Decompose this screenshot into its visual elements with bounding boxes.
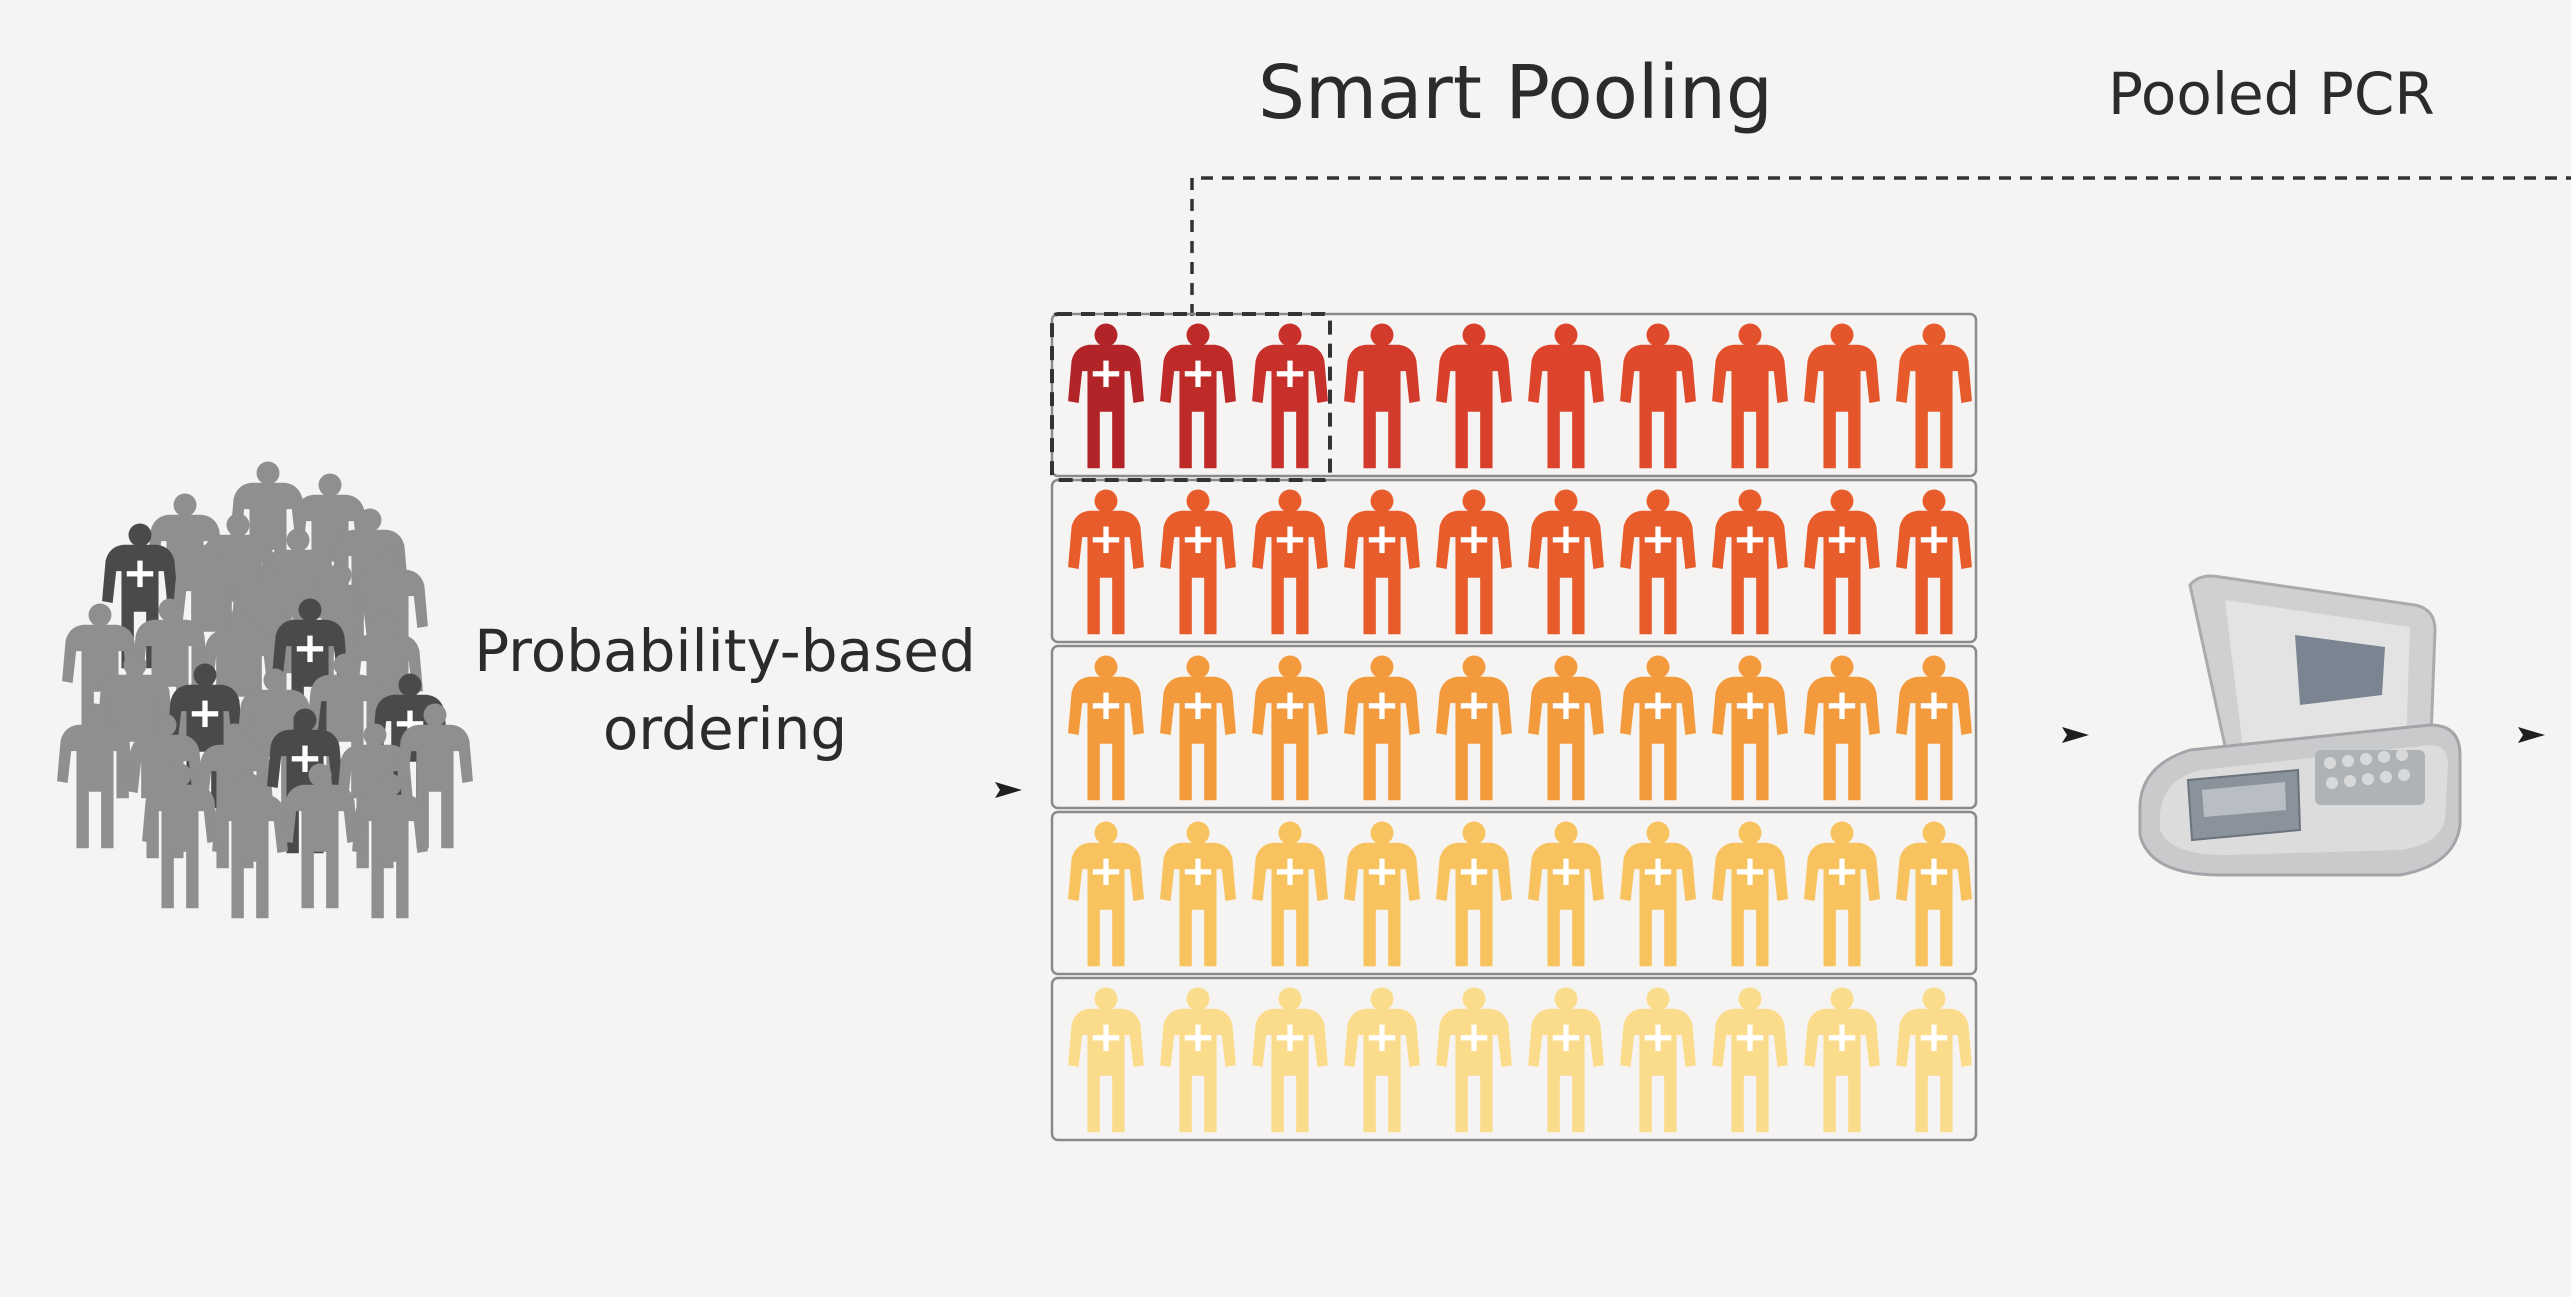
pooled-pcr-title: Pooled PCR	[2108, 60, 2435, 128]
grid-person-icon	[1528, 489, 1604, 635]
grid-person-icon	[1712, 489, 1788, 635]
grid-person-icon	[1712, 987, 1788, 1133]
grid-person-icon	[1436, 821, 1512, 967]
grid-person-icon	[1068, 655, 1144, 801]
grid-person-icon	[1252, 323, 1328, 469]
grid-person-icon	[1068, 987, 1144, 1133]
grid-person-icon	[1068, 323, 1144, 469]
grid-person-icon	[1528, 821, 1604, 967]
grid-person-icon	[1620, 489, 1696, 635]
grid-person-icon	[1804, 655, 1880, 801]
grid-person-icon	[1344, 655, 1420, 801]
grid-person-icon	[1620, 655, 1696, 801]
grid-person-icon	[1712, 821, 1788, 967]
grid-person-icon	[1436, 655, 1512, 801]
grid-person-icon	[1252, 489, 1328, 635]
grid-person-icon	[1712, 655, 1788, 801]
highlighted-pool-box	[1050, 312, 1332, 482]
grid-person-icon	[1712, 323, 1788, 469]
ordering-label-line2: ordering	[602, 695, 848, 763]
grid-person-icon	[1160, 655, 1236, 801]
grid-person-icon	[1528, 323, 1604, 469]
arrow-to-pcr	[2062, 727, 2089, 743]
grid-person-icon	[1620, 323, 1696, 469]
arrow-icon	[2518, 727, 2545, 743]
grid-person-icon	[1068, 821, 1144, 967]
grid-person-icon	[1620, 821, 1696, 967]
arrow-from-pcr	[2518, 727, 2545, 743]
pool-connector-line	[1190, 176, 2571, 316]
grid-person-icon	[1344, 489, 1420, 635]
grid-person-icon	[1436, 323, 1512, 469]
smart-pooling-grid	[1050, 312, 1978, 1142]
grid-person-icon	[1804, 489, 1880, 635]
ordering-label: Probability-based ordering	[455, 612, 995, 768]
grid-row-4	[1050, 810, 1978, 976]
grid-person-icon	[1528, 655, 1604, 801]
grid-person-icon	[1896, 323, 1972, 469]
grid-person-icon	[1344, 821, 1420, 967]
grid-person-icon	[1528, 987, 1604, 1133]
grid-person-icon	[1160, 821, 1236, 967]
grid-person-icon	[1160, 987, 1236, 1133]
grid-person-icon	[1252, 821, 1328, 967]
grid-row-3	[1050, 644, 1978, 810]
ordering-label-line1: Probability-based	[474, 617, 976, 685]
grid-row-5	[1050, 976, 1978, 1142]
grid-person-icon	[1804, 821, 1880, 967]
population-crowd	[57, 461, 473, 919]
grid-person-icon	[1436, 489, 1512, 635]
grid-person-icon	[1896, 987, 1972, 1133]
grid-person-icon	[1344, 987, 1420, 1133]
grid-person-icon	[1436, 987, 1512, 1133]
grid-person-icon	[1160, 489, 1236, 635]
grid-person-icon	[1252, 655, 1328, 801]
grid-person-icon	[1896, 655, 1972, 801]
grid-row-2	[1050, 478, 1978, 644]
grid-person-icon	[1804, 323, 1880, 469]
grid-person-icon	[1344, 323, 1420, 469]
grid-person-icon	[1620, 987, 1696, 1133]
arrow-to-grid	[995, 782, 1022, 798]
grid-person-icon	[1068, 489, 1144, 635]
grid-person-icon	[1896, 489, 1972, 635]
pcr-machine-icon	[2138, 574, 2462, 877]
grid-person-icon	[1252, 987, 1328, 1133]
grid-person-icon	[1160, 323, 1236, 469]
grid-person-icon	[1804, 987, 1880, 1133]
grid-person-icon	[1896, 821, 1972, 967]
arrow-icon	[2062, 727, 2089, 743]
arrow-icon	[995, 782, 1022, 798]
smart-pooling-title: Smart Pooling	[1258, 50, 1773, 136]
